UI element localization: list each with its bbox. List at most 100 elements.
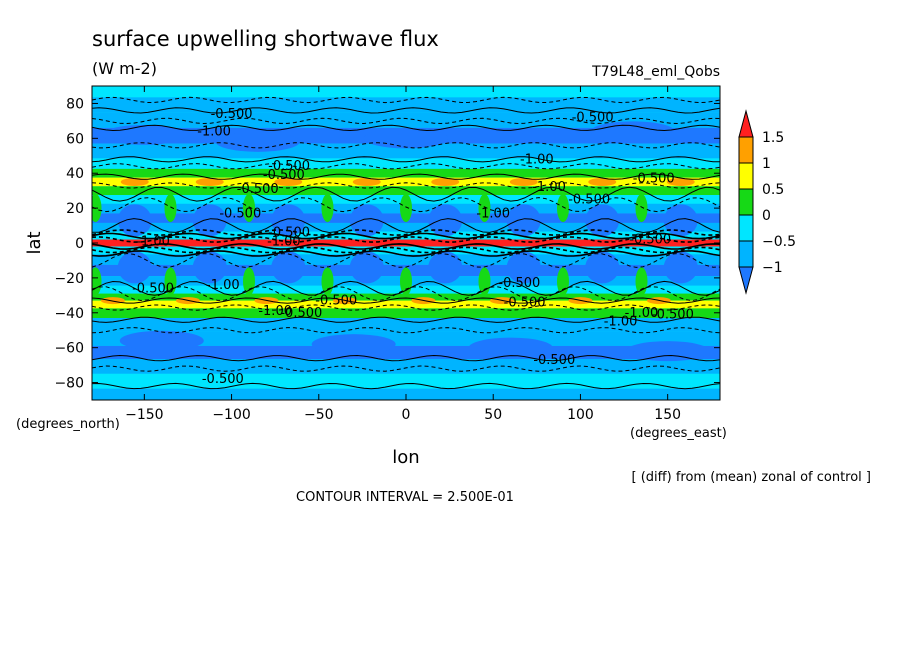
run-name: T79L48_eml_Qobs <box>591 64 720 80</box>
contour-labels: -0.500-1.00-0.500-1.00-0.500-0.500-0.500… <box>132 107 694 387</box>
colorbar-top-arrow <box>738 109 754 138</box>
contour-line <box>92 327 720 334</box>
contour-line <box>92 243 720 250</box>
wave-crest-north <box>243 194 255 223</box>
x-tick-label: 100 <box>567 407 594 423</box>
equatorial-stripe <box>92 240 720 246</box>
contour-label: -1.00 <box>197 124 231 139</box>
wave-crest-north <box>400 194 412 223</box>
contour-line <box>92 156 720 163</box>
x-tick-label: 0 <box>402 407 411 423</box>
orange-patch-north <box>274 177 303 186</box>
y-tick-label: 60 <box>66 131 84 147</box>
y-tick-label: −80 <box>54 376 84 392</box>
colorbar-segment <box>738 188 754 216</box>
contour-label: -0.500 <box>280 306 322 321</box>
orange-patch-north <box>666 177 695 186</box>
contour-label: -1.00 <box>604 315 638 330</box>
tropical-cell-north <box>585 204 620 237</box>
contour-line <box>92 297 720 304</box>
x-tick-label: −50 <box>304 407 334 423</box>
tropical-cell-north <box>428 204 463 237</box>
orange-patch-north <box>509 177 538 186</box>
tropical-cell-south <box>349 251 384 284</box>
highlat-cell <box>215 131 300 152</box>
contour-line <box>92 246 720 254</box>
tropical-cell-south <box>117 251 152 284</box>
contour-label: -0.500 <box>268 159 310 174</box>
orange-patch-north <box>431 177 460 186</box>
contour-label: -0.500 <box>268 226 310 241</box>
x-axis: −150 −100 −50 0 50 100 150 <box>125 86 681 423</box>
wave-crest-north <box>635 194 648 223</box>
tropical-cell-north <box>349 204 384 237</box>
colorbar-label: 1.5 <box>762 130 784 146</box>
band <box>92 186 720 196</box>
orange-patch-north <box>195 177 224 186</box>
tropical-cell-north <box>117 204 152 237</box>
highlat-cell <box>468 337 553 358</box>
x-tick-label: −150 <box>125 407 163 423</box>
colorbar-segment <box>738 214 754 242</box>
tropical-cell-north <box>192 204 227 237</box>
tropical-cell-south <box>271 251 306 284</box>
x-axis-label: lon <box>392 447 419 468</box>
contour-label: -0.500 <box>504 295 546 310</box>
contour-label: -1.00 <box>476 206 510 221</box>
band <box>92 293 720 301</box>
y-axis-label: lat <box>24 231 45 254</box>
band <box>92 254 720 265</box>
tropical-cell-south <box>192 251 227 284</box>
colorbar-label: 0 <box>762 208 771 224</box>
colorbar-segment <box>738 240 754 268</box>
x-tick-label: 50 <box>484 407 502 423</box>
contour-line <box>92 124 720 132</box>
contour-line <box>92 232 720 240</box>
colorbar-label: −0.5 <box>762 234 796 250</box>
colorbar-label: 0.5 <box>762 182 784 198</box>
colorbar-bottom-arrow <box>738 266 754 295</box>
units-label: (W m-2) <box>92 59 157 78</box>
y-units-label: (degrees_north) <box>16 417 120 432</box>
y-tick-label: 20 <box>66 201 84 217</box>
contour-line <box>92 218 720 234</box>
x-tick-label: 150 <box>654 407 681 423</box>
contour-line <box>92 96 720 104</box>
contour-line <box>92 316 720 323</box>
contour-line <box>92 107 720 114</box>
contour-interval: CONTOUR INTERVAL = 2.500E-01 <box>296 490 514 505</box>
contour-label: -0.500 <box>219 206 261 221</box>
y-tick-label: −60 <box>54 341 84 357</box>
tropical-cell-north <box>506 204 541 237</box>
y-tick-label: −20 <box>54 271 84 287</box>
contour-line <box>92 197 720 213</box>
wave-crest-north <box>478 194 491 223</box>
band <box>92 331 720 346</box>
highlat-cell <box>364 128 448 149</box>
contour-label: -0.500 <box>132 281 174 296</box>
contour-line <box>92 229 720 236</box>
tropical-cell-south <box>663 251 698 284</box>
contour-line <box>92 252 720 268</box>
y-tick-label: 0 <box>75 236 84 252</box>
contour-line <box>92 382 720 390</box>
colorbar-segment <box>738 136 754 164</box>
band <box>92 308 720 319</box>
x-units-label: (degrees_east) <box>630 426 727 441</box>
band <box>92 373 720 389</box>
band <box>92 112 720 128</box>
contour-label: -0.500 <box>202 372 244 387</box>
colorbar-segment <box>738 162 754 190</box>
contour-label: -1.00 <box>258 304 292 319</box>
band <box>92 222 720 232</box>
contour-label: -1.00 <box>532 180 566 195</box>
tropical-cell-south <box>428 251 463 284</box>
contour-line <box>92 163 720 170</box>
contour-label: -0.500 <box>533 353 575 368</box>
wave-crest-south <box>92 267 102 296</box>
y-tick-label: 80 <box>66 96 84 112</box>
band <box>92 168 720 178</box>
highlat-cell <box>311 334 396 355</box>
wave-crest-north <box>321 194 334 223</box>
